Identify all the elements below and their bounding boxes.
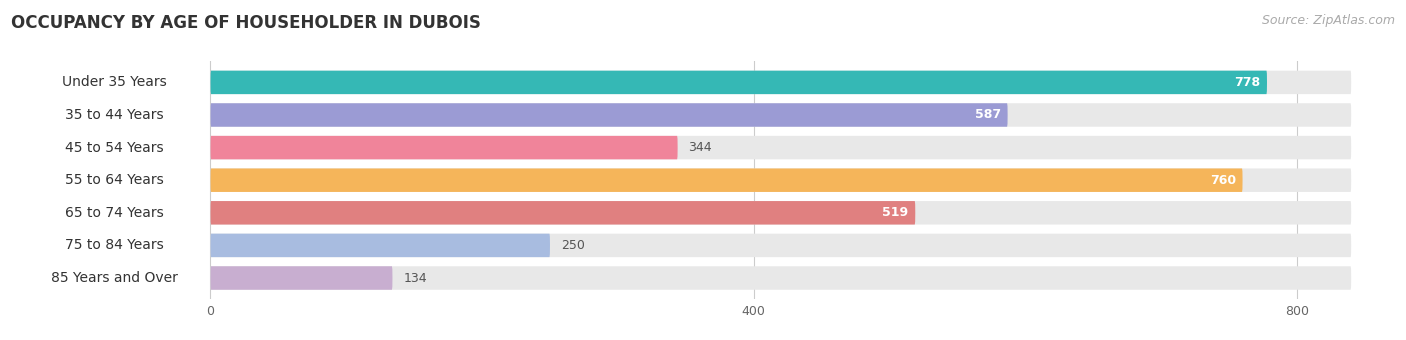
Text: 134: 134	[404, 272, 427, 285]
FancyBboxPatch shape	[211, 201, 915, 224]
FancyBboxPatch shape	[7, 137, 208, 158]
FancyBboxPatch shape	[211, 136, 678, 159]
Text: 760: 760	[1209, 174, 1236, 187]
Text: 85 Years and Over: 85 Years and Over	[51, 271, 177, 285]
FancyBboxPatch shape	[211, 71, 1267, 94]
Text: 778: 778	[1234, 76, 1260, 89]
FancyBboxPatch shape	[7, 104, 208, 126]
FancyBboxPatch shape	[211, 168, 1243, 192]
Text: 250: 250	[561, 239, 585, 252]
FancyBboxPatch shape	[7, 169, 208, 191]
Text: 55 to 64 Years: 55 to 64 Years	[65, 173, 163, 187]
FancyBboxPatch shape	[7, 235, 208, 256]
Text: Source: ZipAtlas.com: Source: ZipAtlas.com	[1261, 14, 1395, 27]
FancyBboxPatch shape	[211, 71, 1351, 94]
FancyBboxPatch shape	[211, 103, 1351, 127]
FancyBboxPatch shape	[211, 103, 1008, 127]
FancyBboxPatch shape	[211, 136, 1351, 159]
FancyBboxPatch shape	[211, 266, 392, 290]
Text: Under 35 Years: Under 35 Years	[62, 75, 166, 89]
FancyBboxPatch shape	[211, 168, 1351, 192]
FancyBboxPatch shape	[7, 202, 208, 224]
FancyBboxPatch shape	[211, 234, 1351, 257]
Text: 35 to 44 Years: 35 to 44 Years	[65, 108, 163, 122]
Text: 45 to 54 Years: 45 to 54 Years	[65, 141, 163, 155]
FancyBboxPatch shape	[7, 267, 208, 289]
Text: 75 to 84 Years: 75 to 84 Years	[65, 238, 163, 252]
FancyBboxPatch shape	[211, 201, 1351, 224]
Text: 344: 344	[689, 141, 711, 154]
Text: 587: 587	[974, 108, 1001, 121]
Text: OCCUPANCY BY AGE OF HOUSEHOLDER IN DUBOIS: OCCUPANCY BY AGE OF HOUSEHOLDER IN DUBOI…	[11, 14, 481, 32]
FancyBboxPatch shape	[7, 72, 208, 93]
Text: 519: 519	[883, 206, 908, 219]
Text: 65 to 74 Years: 65 to 74 Years	[65, 206, 163, 220]
FancyBboxPatch shape	[211, 234, 550, 257]
FancyBboxPatch shape	[211, 266, 1351, 290]
